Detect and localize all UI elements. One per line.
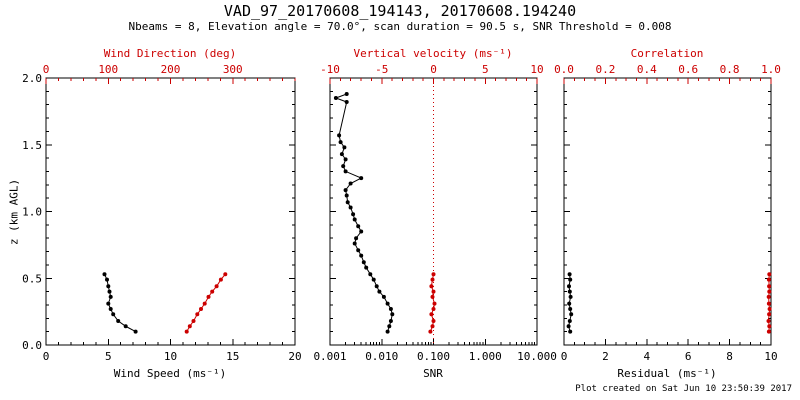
svg-text:0.2: 0.2 <box>595 63 615 76</box>
svg-text:20: 20 <box>288 350 301 363</box>
wind-direction-axis-label: Wind Direction (deg) <box>103 47 237 60</box>
svg-text:8: 8 <box>726 350 733 363</box>
svg-text:4: 4 <box>643 350 650 363</box>
svg-text:0: 0 <box>43 63 50 76</box>
svg-text:1.0: 1.0 <box>761 63 781 76</box>
svg-text:0.6: 0.6 <box>678 63 698 76</box>
svg-text:2: 2 <box>602 350 609 363</box>
svg-text:10.000: 10.000 <box>517 350 557 363</box>
svg-text:0.001: 0.001 <box>313 350 346 363</box>
svg-text:1.000: 1.000 <box>469 350 502 363</box>
wind-speed-axis-label: Wind Speed (ms⁻¹) <box>113 367 227 380</box>
svg-text:5: 5 <box>482 63 489 76</box>
svg-text:0.8: 0.8 <box>720 63 740 76</box>
svg-text:0.100: 0.100 <box>417 350 450 363</box>
svg-text:0.0: 0.0 <box>22 339 42 352</box>
panel-snr: 0.001 0.010 0.100 1.000 10.000 -10 -5 0 5 10 <box>313 63 556 363</box>
svg-text:-10: -10 <box>320 63 340 76</box>
svg-text:10: 10 <box>164 350 177 363</box>
svg-text:0.5: 0.5 <box>22 272 42 285</box>
svg-text:0: 0 <box>43 350 50 363</box>
panel-residual: 0 2 4 6 8 10 0.0 0.2 0.4 0.6 0.8 1.0 <box>554 63 781 363</box>
svg-text:-5: -5 <box>375 63 388 76</box>
svg-text:0: 0 <box>430 63 437 76</box>
plot-created-timestamp: Plot created on Sat Jun 10 23:50:39 2017 <box>575 384 792 394</box>
svg-text:10: 10 <box>530 63 543 76</box>
svg-text:100: 100 <box>98 63 118 76</box>
svg-text:1.5: 1.5 <box>22 139 42 152</box>
svg-text:5: 5 <box>105 350 112 363</box>
svg-text:0.010: 0.010 <box>365 350 398 363</box>
plot-subtitle: Nbeams = 8, Elevation angle = 70.0°, sca… <box>128 20 672 33</box>
svg-text:1.0: 1.0 <box>22 206 42 219</box>
residual-axis-label: Residual (ms⁻¹) <box>617 367 717 380</box>
svg-text:10: 10 <box>764 350 777 363</box>
svg-text:0.4: 0.4 <box>637 63 657 76</box>
y-axis-label: z (km AGL) <box>7 178 21 246</box>
correlation-axis-label: Correlation <box>630 47 704 60</box>
svg-text:6: 6 <box>685 350 692 363</box>
svg-text:0.0: 0.0 <box>554 63 574 76</box>
svg-text:2.0: 2.0 <box>22 72 42 85</box>
vertical-velocity-axis-label: Vertical velocity (ms⁻¹) <box>353 47 513 60</box>
plot-title: VAD_97_20170608_194143, 20170608.194240 <box>223 2 577 20</box>
svg-text:200: 200 <box>161 63 181 76</box>
svg-text:15: 15 <box>226 350 239 363</box>
svg-text:300: 300 <box>223 63 243 76</box>
snr-axis-label: SNR <box>423 367 443 380</box>
svg-text:0: 0 <box>561 350 568 363</box>
